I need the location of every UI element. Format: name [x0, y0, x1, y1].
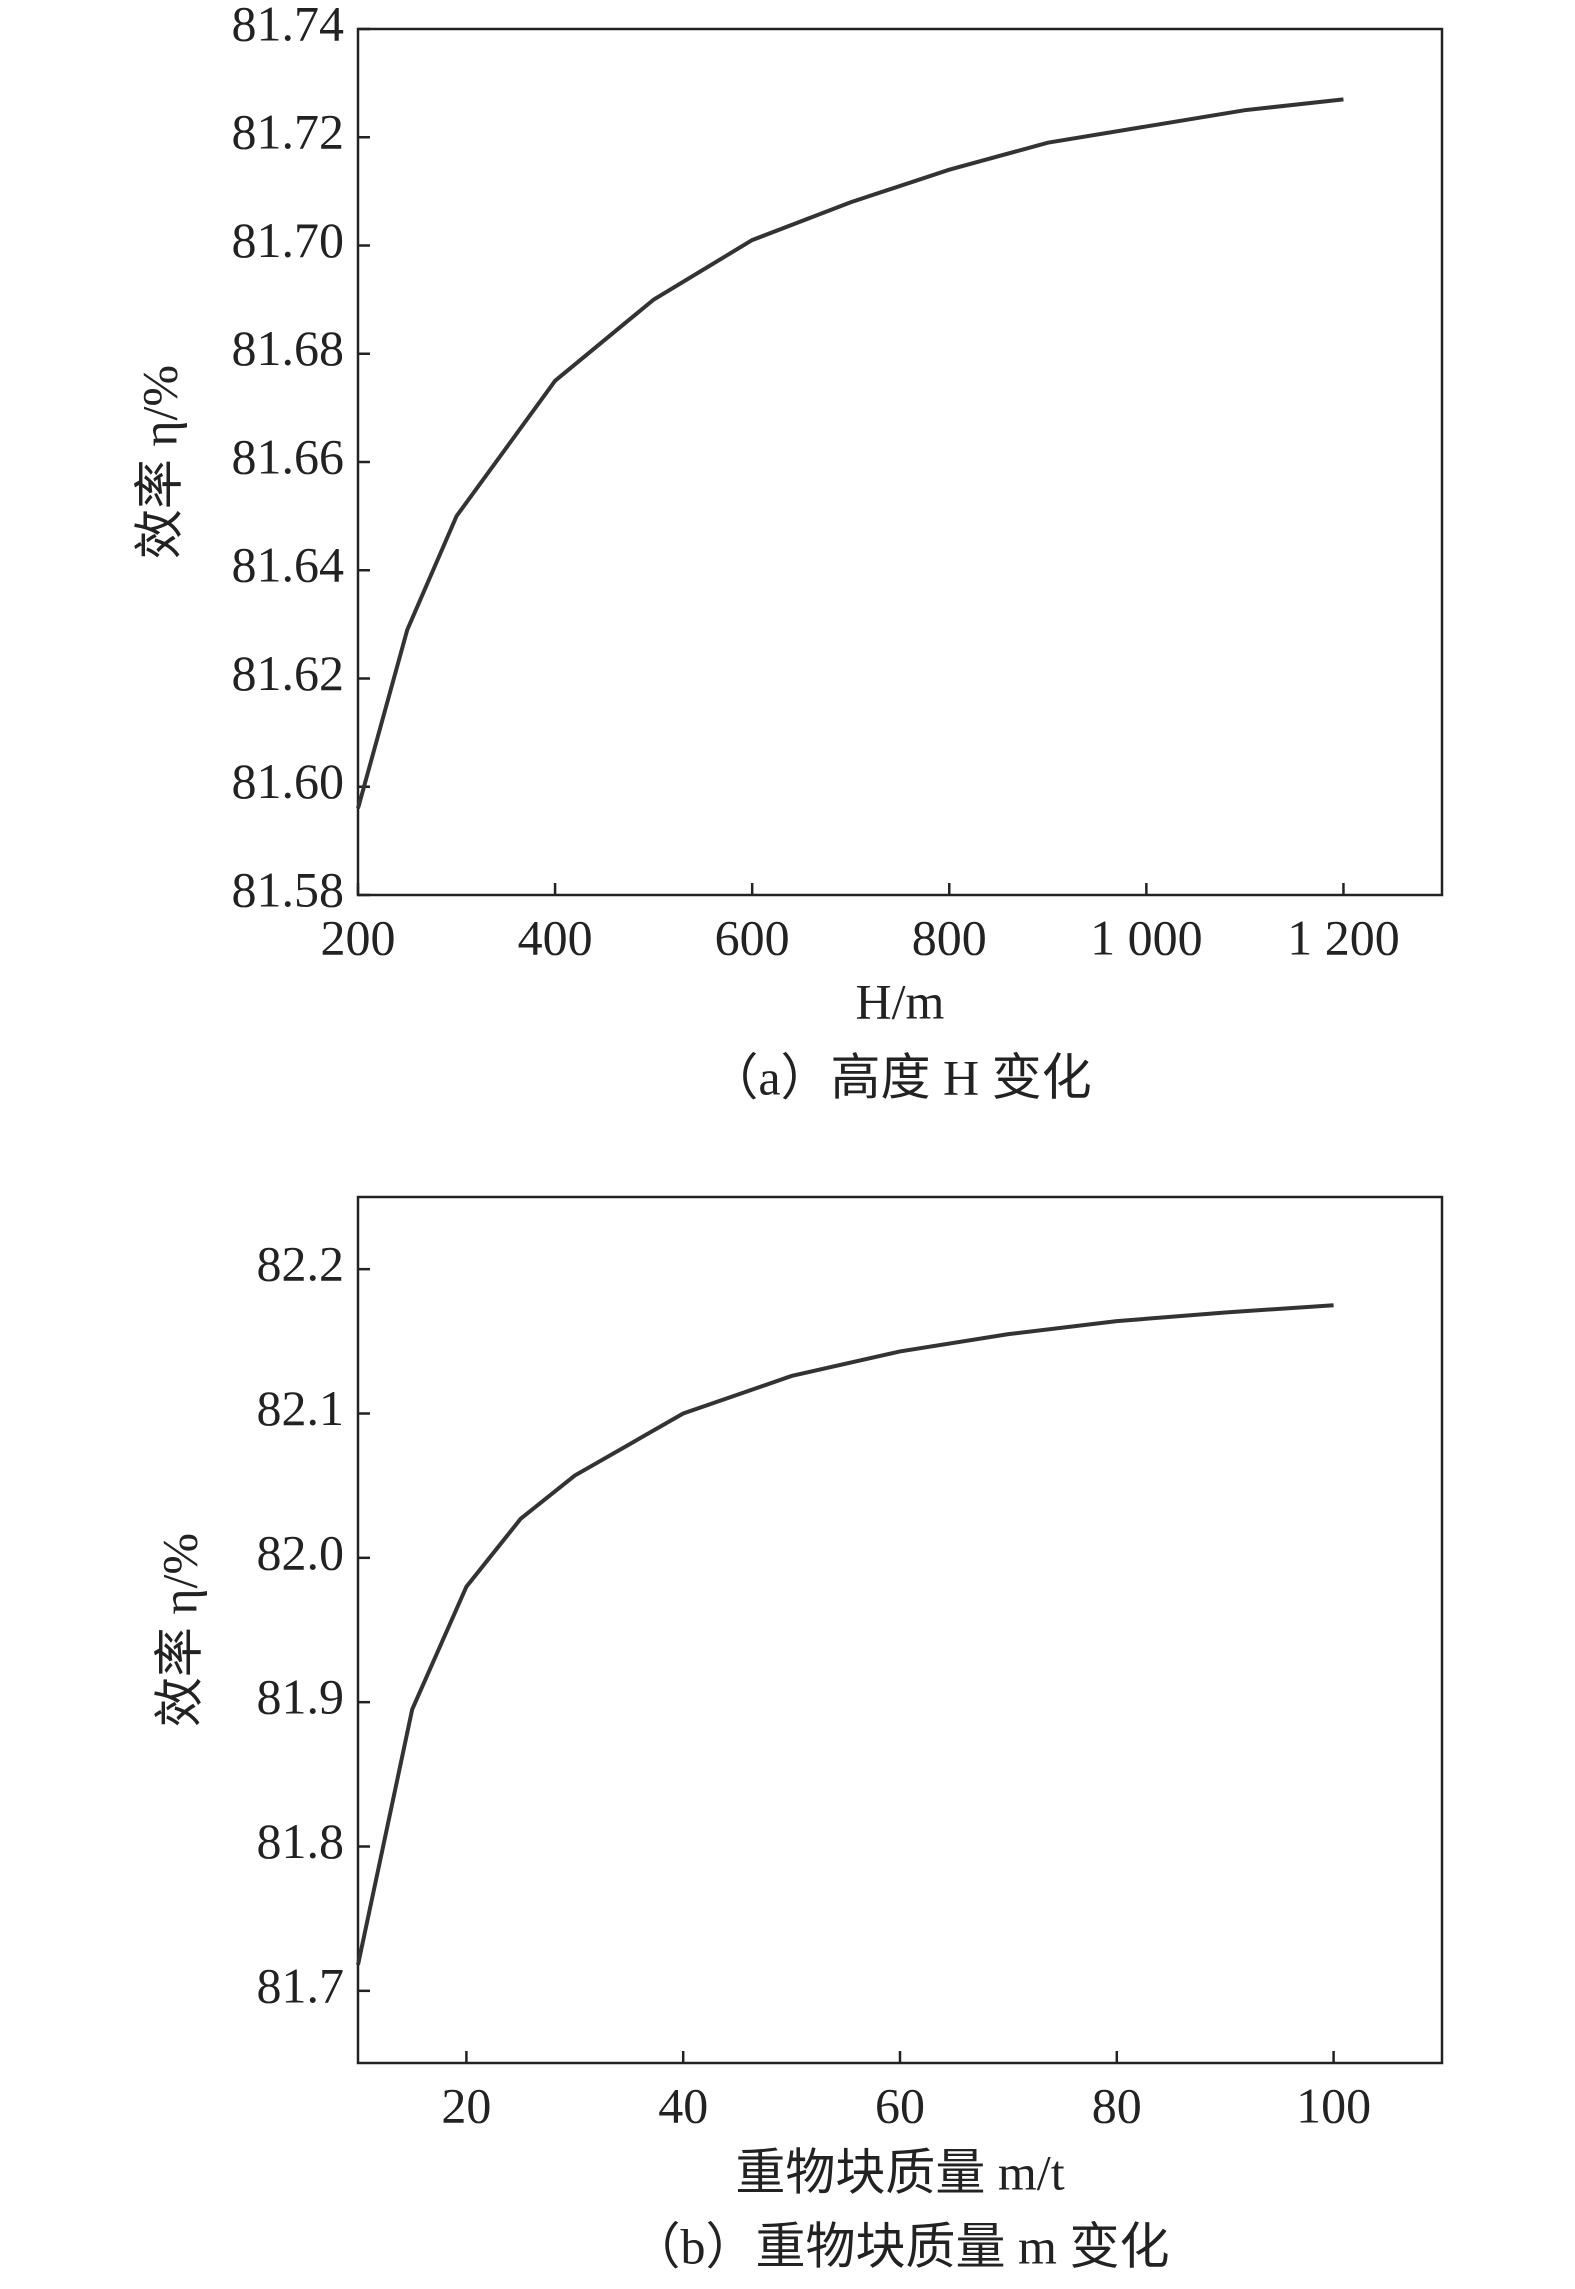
- y-axis-label: 效率 η/%: [131, 365, 187, 559]
- x-axis-label: 重物块质量 m/t: [735, 2144, 1064, 2200]
- y-tick-label: 81.7: [257, 1957, 345, 2013]
- y-tick-label: 81.58: [232, 861, 345, 917]
- y-tick-label: 81.68: [232, 320, 345, 376]
- y-axis-label: 效率 η/%: [151, 1533, 207, 1727]
- x-tick-label: 80: [1092, 2077, 1142, 2133]
- data-line: [356, 1303, 1334, 1966]
- y-tick-label: 81.70: [232, 212, 345, 268]
- x-tick-label: 40: [658, 2077, 708, 2133]
- x-tick-label: 200: [321, 909, 396, 965]
- x-axis-label: H/m: [856, 973, 945, 1029]
- y-tick-label: 82.1: [257, 1380, 345, 1436]
- x-tick-label: 1 000: [1090, 909, 1203, 965]
- y-tick-label: 81.74: [232, 0, 345, 51]
- y-tick-label: 82.0: [257, 1524, 345, 1580]
- x-tick-label: 400: [518, 909, 593, 965]
- data-line: [356, 97, 1344, 809]
- caption: （b）重物块质量 m 变化: [631, 2218, 1170, 2274]
- y-tick-label: 81.60: [232, 753, 345, 809]
- x-tick-label: 1 200: [1287, 909, 1400, 965]
- plot-frame: [356, 1195, 1444, 2065]
- x-tick-label: 100: [1296, 2077, 1371, 2133]
- x-tick-label: 600: [715, 909, 790, 965]
- y-tick-label: 81.8: [257, 1813, 345, 1869]
- caption: （a）高度 H 变化: [708, 1049, 1091, 1105]
- y-tick-label: 81.72: [232, 104, 345, 160]
- x-tick-label: 60: [875, 2077, 925, 2133]
- y-tick-label: 81.64: [232, 537, 345, 593]
- y-tick-label: 81.9: [257, 1669, 345, 1725]
- x-tick-label: 20: [441, 2077, 491, 2133]
- y-tick-label: 81.66: [232, 428, 345, 484]
- y-tick-label: 82.2: [257, 1236, 345, 1292]
- x-tick-label: 800: [912, 909, 987, 965]
- plot-frame: [356, 27, 1444, 897]
- y-tick-label: 81.62: [232, 645, 345, 701]
